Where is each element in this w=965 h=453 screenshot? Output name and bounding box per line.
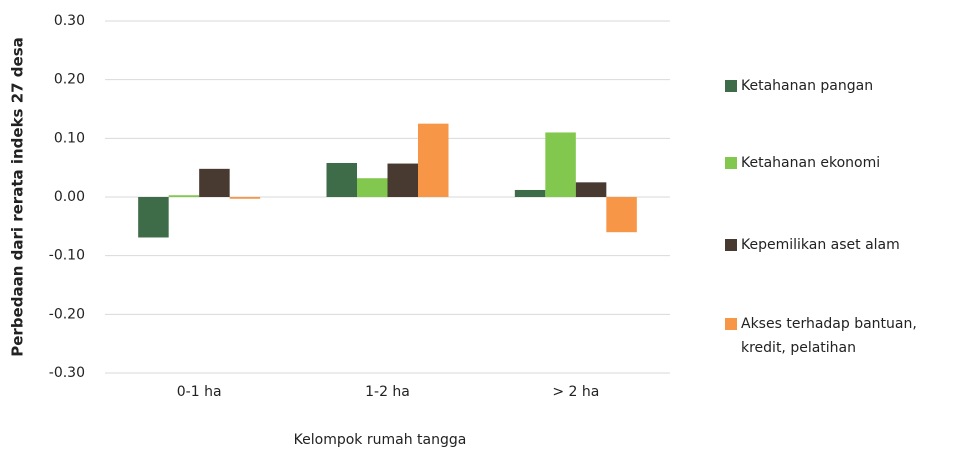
legend-item: Kepemilikan aset alam	[725, 233, 963, 257]
bar	[387, 163, 418, 197]
legend-label: Ketahanan ekonomi	[741, 155, 881, 171]
x-tick-label: 1-2 ha	[365, 384, 410, 400]
y-tick-label: 0.10	[54, 130, 85, 146]
bar	[229, 197, 261, 199]
x-tick-label: 0-1 ha	[177, 384, 222, 400]
bar	[326, 162, 357, 197]
y-tick-label: 0.20	[54, 72, 85, 88]
y-tick-label: 0.00	[54, 189, 85, 205]
y-tick-label: 0.30	[54, 13, 85, 29]
legend-swatch	[725, 318, 737, 330]
legend-item: Akses terhadap bantuan, kredit, pelatiha…	[725, 312, 963, 360]
y-tick-label: -0.10	[49, 248, 85, 264]
legend-label: Akses terhadap bantuan, kredit, pelatiha…	[741, 316, 917, 356]
bar	[418, 123, 449, 197]
y-axis-title: Perbedaan dari rerata indeks 27 desa	[9, 37, 27, 357]
legend-swatch	[725, 157, 737, 169]
legend-swatch	[725, 239, 737, 251]
y-tick-label: -0.20	[49, 306, 85, 322]
x-tick-label: > 2 ha	[552, 384, 599, 400]
bar	[545, 132, 576, 197]
legend-label: Ketahanan pangan	[741, 78, 874, 94]
bar	[199, 168, 230, 197]
bar	[575, 182, 607, 197]
y-tick-label: -0.30	[49, 365, 85, 381]
bar	[606, 197, 637, 233]
bar	[138, 197, 169, 238]
legend-swatch	[725, 80, 737, 92]
bar	[168, 195, 200, 197]
legend-label: Kepemilikan aset alam	[741, 237, 900, 253]
bar	[514, 189, 546, 197]
legend-item: Ketahanan pangan	[725, 74, 963, 98]
x-axis-title: Kelompok rumah tangga	[294, 432, 467, 448]
legend-item: Ketahanan ekonomi	[725, 151, 963, 175]
bar	[357, 178, 388, 197]
